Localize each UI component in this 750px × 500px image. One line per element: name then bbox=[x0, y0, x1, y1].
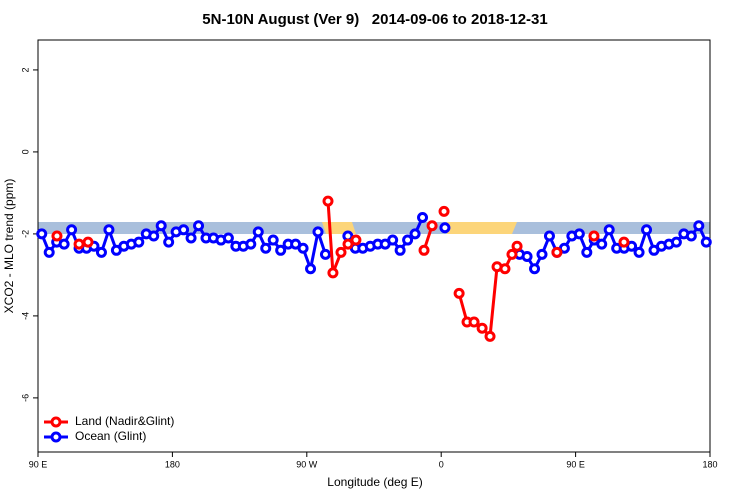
point bbox=[551, 246, 563, 258]
point bbox=[342, 238, 354, 250]
legend-marker bbox=[50, 431, 62, 443]
point bbox=[95, 246, 107, 258]
point bbox=[275, 244, 287, 256]
point bbox=[521, 250, 533, 262]
point bbox=[43, 246, 55, 258]
point bbox=[350, 234, 362, 246]
point bbox=[529, 263, 541, 275]
point bbox=[103, 224, 115, 236]
point bbox=[305, 263, 317, 275]
point bbox=[438, 205, 450, 217]
point bbox=[581, 246, 593, 258]
point bbox=[700, 236, 712, 248]
point bbox=[178, 224, 190, 236]
point bbox=[297, 242, 309, 254]
point bbox=[476, 322, 488, 334]
point bbox=[327, 267, 339, 279]
point bbox=[163, 236, 175, 248]
point bbox=[484, 330, 496, 342]
point bbox=[543, 230, 555, 242]
point bbox=[36, 228, 48, 240]
point bbox=[319, 248, 331, 260]
y-tick-label: -6 bbox=[20, 394, 30, 402]
point bbox=[670, 236, 682, 248]
point bbox=[51, 230, 63, 242]
point bbox=[439, 222, 451, 234]
point bbox=[633, 246, 645, 258]
x-tick-label: 180 bbox=[702, 459, 717, 469]
land-band bbox=[447, 222, 517, 234]
y-tick-label: 2 bbox=[20, 67, 30, 72]
x-tick-label: 180 bbox=[165, 459, 180, 469]
point bbox=[222, 232, 234, 244]
point bbox=[260, 242, 272, 254]
x-tick-label: 90 W bbox=[296, 459, 318, 469]
chart-title: 5N-10N August (Ver 9) 2014-09-06 to 2018… bbox=[202, 11, 547, 28]
point bbox=[418, 244, 430, 256]
point bbox=[133, 236, 145, 248]
point bbox=[453, 287, 465, 299]
point bbox=[588, 230, 600, 242]
ocean-band bbox=[38, 222, 710, 234]
point bbox=[511, 240, 523, 252]
x-tick-label: 0 bbox=[439, 459, 444, 469]
point bbox=[641, 224, 653, 236]
point bbox=[499, 263, 511, 275]
point bbox=[603, 224, 615, 236]
point bbox=[409, 228, 421, 240]
point bbox=[82, 236, 94, 248]
y-tick-label: -2 bbox=[20, 230, 30, 238]
y-axis-label: XCO2 - MLO trend (ppm) bbox=[2, 179, 16, 314]
point bbox=[693, 220, 705, 232]
point bbox=[426, 220, 438, 232]
point bbox=[66, 224, 78, 236]
point bbox=[596, 238, 608, 250]
point bbox=[58, 238, 70, 250]
point bbox=[322, 195, 334, 207]
point bbox=[312, 226, 324, 238]
point bbox=[387, 234, 399, 246]
point bbox=[148, 230, 160, 242]
point bbox=[618, 236, 630, 248]
point bbox=[245, 238, 257, 250]
point bbox=[252, 226, 264, 238]
point bbox=[73, 238, 85, 250]
point bbox=[536, 248, 548, 260]
point bbox=[506, 248, 518, 260]
legend-label: Ocean (Glint) bbox=[75, 429, 146, 443]
y-tick-label: -4 bbox=[20, 312, 30, 320]
point bbox=[394, 244, 406, 256]
x-tick-label: 90 E bbox=[566, 459, 585, 469]
point bbox=[402, 234, 414, 246]
point bbox=[468, 316, 480, 328]
legend-label: Land (Nadir&Glint) bbox=[75, 414, 174, 428]
point bbox=[685, 230, 697, 242]
legend-marker bbox=[50, 416, 62, 428]
point bbox=[417, 212, 429, 224]
y-tick-label: 0 bbox=[20, 149, 30, 154]
point bbox=[335, 246, 347, 258]
point bbox=[155, 220, 167, 232]
point bbox=[193, 220, 205, 232]
point bbox=[185, 232, 197, 244]
point bbox=[573, 228, 585, 240]
x-tick-label: 90 E bbox=[29, 459, 48, 469]
x-axis-label: Longitude (deg E) bbox=[327, 475, 422, 489]
point bbox=[267, 234, 279, 246]
